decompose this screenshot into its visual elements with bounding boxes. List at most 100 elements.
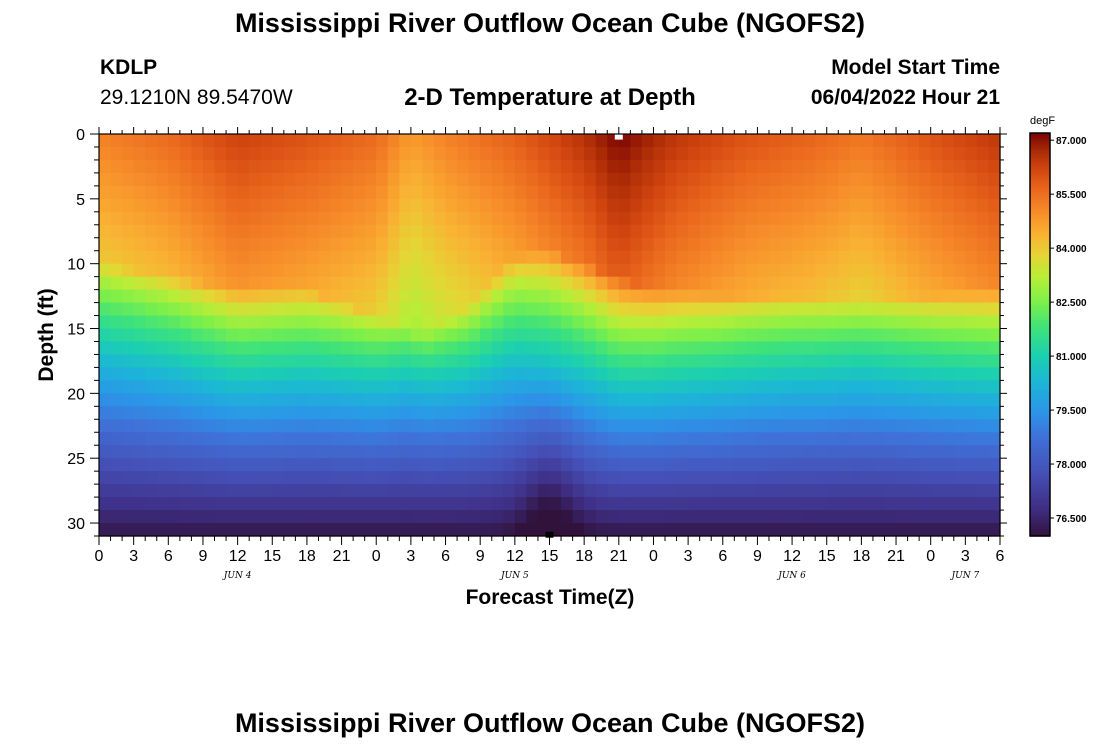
heatmap-cell — [306, 159, 320, 174]
heatmap-cell — [688, 211, 701, 226]
heatmap-cell — [295, 302, 308, 317]
heatmap-cell — [480, 237, 493, 252]
heatmap-cell — [734, 237, 747, 252]
heatmap-cell — [133, 523, 146, 537]
heatmap-cell — [433, 237, 447, 252]
heatmap-cell — [653, 432, 666, 446]
heatmap-cell — [433, 432, 447, 446]
heatmap-cell — [145, 289, 158, 304]
heatmap-cell — [491, 263, 504, 278]
heatmap-cell — [561, 432, 574, 446]
heatmap-cell — [549, 458, 562, 472]
heatmap-cell — [780, 497, 793, 511]
heatmap-cell — [191, 172, 204, 187]
heatmap-cell — [364, 510, 377, 524]
heatmap-cell — [861, 224, 874, 239]
heatmap-cell — [156, 497, 169, 511]
heatmap-cell — [122, 484, 135, 498]
heatmap-cell — [618, 380, 631, 394]
heatmap-cell — [561, 224, 574, 239]
heatmap-cell — [399, 367, 412, 381]
heatmap-cell — [422, 224, 435, 239]
heatmap-cell — [711, 224, 724, 239]
heatmap-cell — [202, 263, 216, 278]
heatmap-cell — [676, 406, 689, 420]
heatmap-cell — [930, 432, 943, 446]
heatmap-cell — [630, 289, 643, 304]
heatmap-cell — [745, 406, 759, 420]
heatmap-cell — [722, 510, 735, 524]
heatmap-cell — [699, 354, 712, 369]
heatmap-cell — [376, 471, 389, 485]
heatmap-cell — [953, 471, 966, 485]
heatmap-cell — [191, 315, 204, 330]
heatmap-cell — [595, 250, 608, 265]
heatmap-cell — [792, 432, 805, 446]
heatmap-cell — [226, 419, 239, 433]
heatmap-cell — [584, 393, 597, 407]
heatmap-cell — [953, 510, 966, 524]
heatmap-cell — [942, 354, 955, 369]
heatmap-cell — [653, 211, 666, 226]
heatmap-cell — [607, 523, 620, 537]
heatmap-cell — [815, 510, 828, 524]
heatmap-cell — [318, 134, 331, 148]
heatmap-cell — [965, 341, 978, 356]
colorbar-swatch — [1030, 417, 1050, 421]
heatmap-cell — [896, 380, 909, 394]
heatmap-cell — [376, 380, 389, 394]
colorbar-swatch — [1030, 233, 1050, 237]
heatmap-cell — [260, 211, 273, 226]
heatmap-cell — [341, 159, 354, 174]
colorbar-swatch — [1030, 420, 1050, 424]
heatmap-cell — [630, 276, 643, 291]
heatmap-cell — [734, 302, 747, 317]
colorbar-swatch — [1030, 505, 1050, 509]
heatmap-cell — [318, 432, 331, 446]
heatmap-cell — [133, 302, 146, 317]
heatmap-cell — [711, 315, 724, 330]
heatmap-cell — [133, 159, 146, 174]
heatmap-cell — [919, 224, 932, 239]
heatmap-cell — [214, 250, 227, 265]
heatmap-cell — [133, 354, 146, 369]
heatmap-cell — [734, 315, 747, 330]
heatmap-cell — [457, 367, 470, 381]
colorbar-swatch — [1030, 334, 1050, 338]
heatmap-cell — [272, 497, 285, 511]
heatmap-cell — [306, 211, 320, 226]
heatmap-cell — [306, 445, 320, 459]
heatmap-cell — [480, 523, 493, 537]
colorbar-swatch — [1030, 508, 1050, 512]
heatmap-cell — [133, 406, 146, 420]
heatmap-cell — [757, 159, 770, 174]
colorbar-tick-label: 76.500 — [1056, 514, 1087, 525]
x-tick-label: 3 — [961, 548, 970, 565]
heatmap-cell — [549, 497, 562, 511]
heatmap-cell — [341, 419, 354, 433]
heatmap-cell — [965, 211, 978, 226]
heatmap-cell — [445, 341, 458, 356]
heatmap-cell — [272, 263, 285, 278]
colorbar-swatch — [1030, 530, 1050, 535]
heatmap-cell — [792, 315, 805, 330]
colorbar-swatch — [1030, 211, 1050, 215]
heatmap-cell — [976, 367, 990, 381]
heatmap-cell — [861, 367, 874, 381]
x-tick-label: 6 — [441, 548, 450, 565]
heatmap-cell — [907, 458, 920, 472]
heatmap-cell — [757, 458, 770, 472]
heatmap-cell — [179, 367, 193, 381]
heatmap-cell — [283, 185, 296, 200]
heatmap-cell — [815, 328, 828, 343]
heatmap-cell — [364, 458, 377, 472]
heatmap-cell — [549, 328, 562, 343]
heatmap-cell — [665, 146, 678, 161]
heatmap-cell — [665, 315, 678, 330]
heatmap-cell — [618, 198, 631, 213]
heatmap-cell — [849, 406, 862, 420]
heatmap-cell — [722, 276, 735, 291]
heatmap-cell — [641, 159, 655, 174]
heatmap-cell — [653, 134, 666, 148]
